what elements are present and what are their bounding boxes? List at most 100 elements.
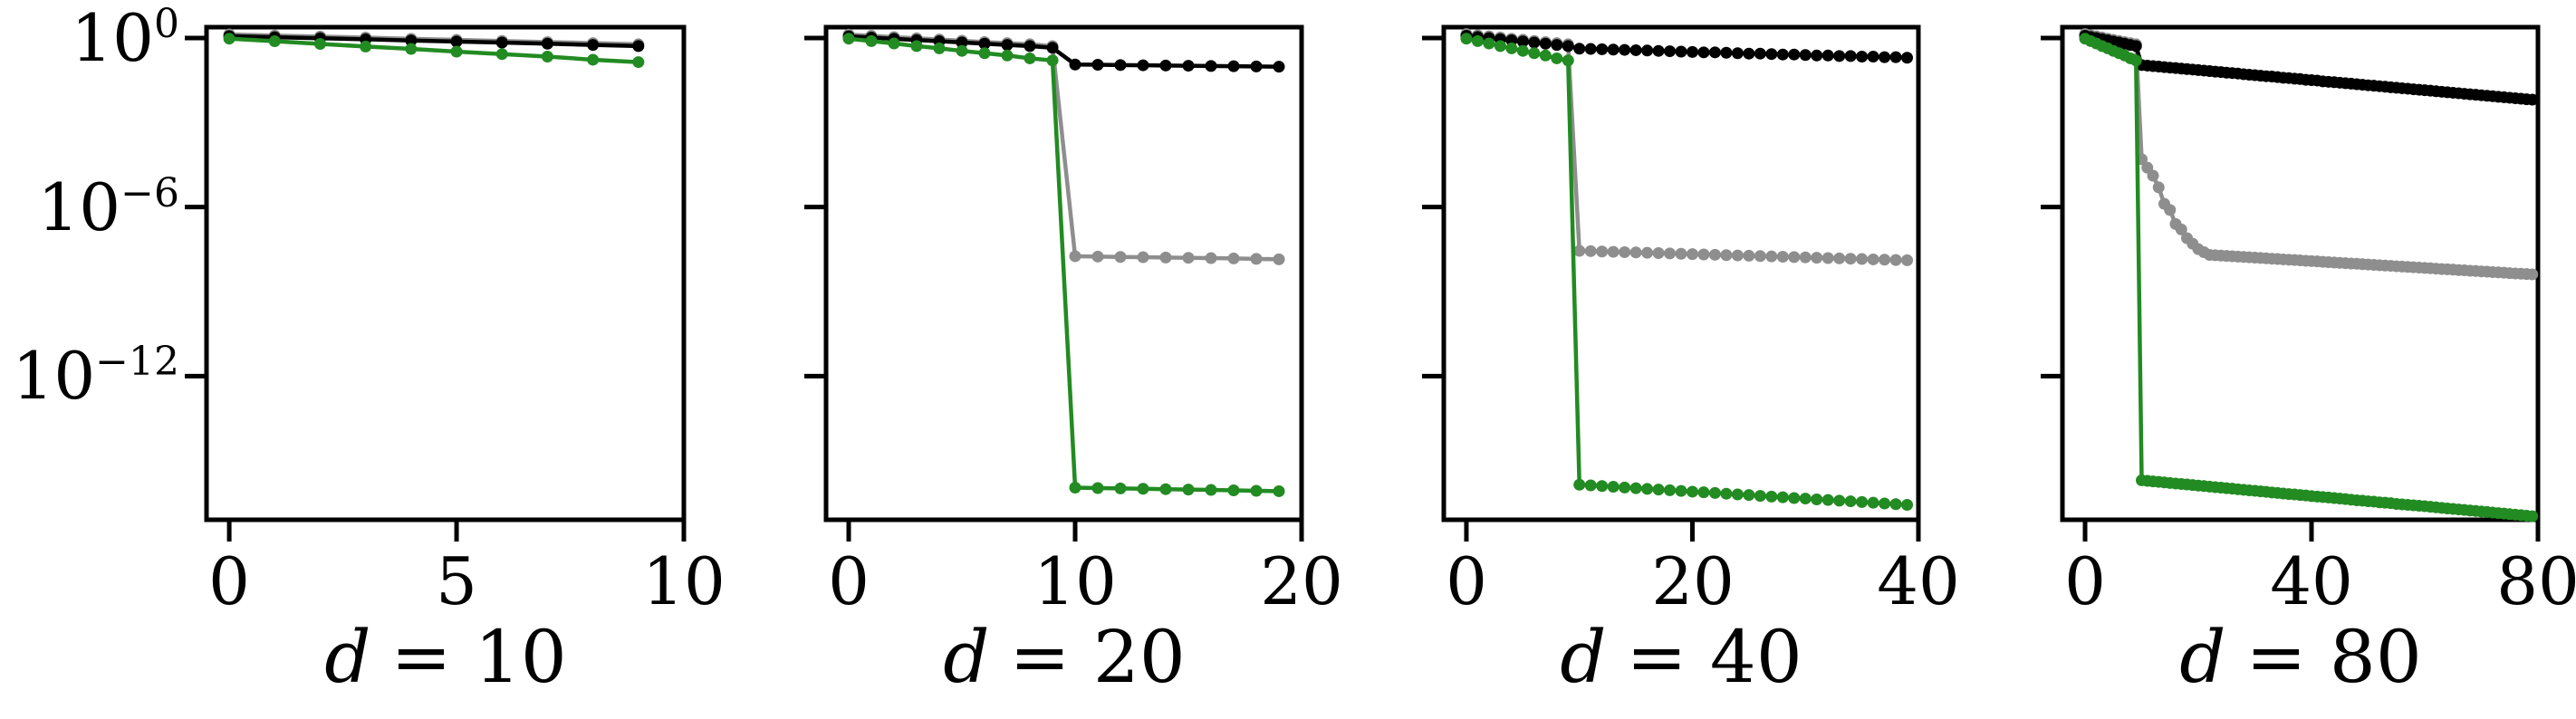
marker-green (978, 47, 991, 60)
marker-black (1867, 50, 1879, 62)
marker-green (1505, 42, 1518, 54)
marker-gray (1743, 249, 1755, 262)
marker-black (1528, 36, 1541, 49)
marker-green (541, 50, 553, 62)
marker-green (632, 56, 645, 69)
marker-black (1821, 49, 1834, 62)
marker-gray (1273, 253, 1285, 265)
marker-black (1182, 60, 1195, 72)
marker-green (1250, 484, 1263, 497)
marker-black (1273, 61, 1285, 73)
marker-green (1879, 497, 1891, 510)
marker-green (1596, 480, 1609, 493)
marker-black (1137, 59, 1149, 72)
title-value: = 80 (2245, 615, 2422, 699)
marker-black (1505, 34, 1518, 47)
marker-black (1641, 44, 1654, 57)
marker-green (1799, 493, 1812, 505)
marker-gray (1114, 251, 1127, 264)
marker-green (1001, 49, 1014, 62)
marker-green (1708, 486, 1721, 499)
marker-green (1652, 484, 1665, 496)
marker-green (268, 35, 281, 48)
marker-black (978, 37, 991, 50)
title-variable: d (324, 615, 371, 699)
marker-green (450, 45, 463, 58)
marker-green (1833, 494, 1846, 507)
marker-green (1720, 487, 1733, 500)
marker-black (1114, 59, 1127, 72)
marker-black (1046, 42, 1059, 54)
marker-black (1889, 51, 1902, 63)
y-tick-exponent: −12 (95, 339, 179, 385)
marker-black (1619, 43, 1631, 56)
panel-1-frame (204, 24, 687, 522)
marker-black (1516, 35, 1529, 48)
marker-black (1607, 43, 1620, 56)
marker-gray (1652, 247, 1665, 260)
marker-green (1765, 490, 1778, 503)
marker-black (1584, 43, 1597, 55)
marker-gray (1754, 250, 1766, 263)
marker-green (1227, 484, 1240, 497)
marker-green (405, 43, 418, 55)
marker-green (1584, 479, 1597, 492)
y-tick-base: 10 (12, 338, 96, 414)
marker-green (1754, 490, 1766, 503)
marker-black (1652, 44, 1665, 57)
marker-green (1867, 496, 1879, 509)
marker-green (2129, 54, 2142, 67)
series-line-green-panel-3 (1466, 36, 1908, 507)
marker-black (1227, 60, 1240, 72)
marker-gray (1708, 248, 1721, 261)
marker-black (1686, 45, 1698, 58)
y-tick-base: 10 (71, 0, 154, 76)
marker-black (2526, 93, 2539, 106)
marker-gray (1664, 247, 1677, 260)
marker-gray (1799, 251, 1812, 264)
marker-black (956, 36, 968, 49)
marker-gray (1182, 252, 1195, 264)
marker-green (1205, 484, 1217, 496)
marker-gray (1821, 252, 1834, 264)
marker-black (2129, 40, 2142, 53)
marker-gray (1584, 244, 1597, 257)
marker-black (1069, 58, 1081, 71)
marker-gray (1596, 245, 1609, 258)
marker-gray (2164, 204, 2177, 216)
x-tick-label: 5 (436, 543, 477, 619)
marker-black (1024, 40, 1036, 53)
marker-green (1743, 489, 1755, 502)
marker-green (956, 44, 968, 57)
marker-black (1856, 50, 1869, 62)
marker-green (1539, 49, 1552, 62)
marker-green (1573, 478, 1586, 491)
marker-green (1821, 494, 1834, 506)
marker-gray (1879, 254, 1891, 266)
marker-gray (1844, 253, 1857, 265)
series-line-gray-panel-3 (1466, 32, 1908, 263)
marker-black (1833, 50, 1846, 62)
marker-black (1811, 49, 1823, 62)
y-tick-label-2: 10−12 (0, 342, 179, 409)
marker-green (1460, 33, 1473, 45)
marker-green (1697, 486, 1710, 499)
marker-black (1788, 48, 1801, 61)
marker-green (2526, 510, 2539, 522)
marker-black (1539, 37, 1552, 50)
title-variable: d (1560, 615, 1607, 699)
marker-gray (1856, 253, 1869, 265)
marker-black (1551, 39, 1563, 52)
title-variable: d (2179, 615, 2226, 699)
marker-black (632, 40, 645, 53)
y-tick-exponent: −6 (120, 170, 179, 216)
marker-green (1675, 484, 1687, 497)
marker-green (587, 53, 600, 66)
marker-green (1619, 481, 1631, 494)
x-tick-label: 10 (642, 543, 726, 619)
marker-gray (1641, 246, 1654, 259)
marker-green (1069, 481, 1081, 494)
marker-gray (1811, 252, 1823, 264)
marker-black (1573, 43, 1586, 55)
